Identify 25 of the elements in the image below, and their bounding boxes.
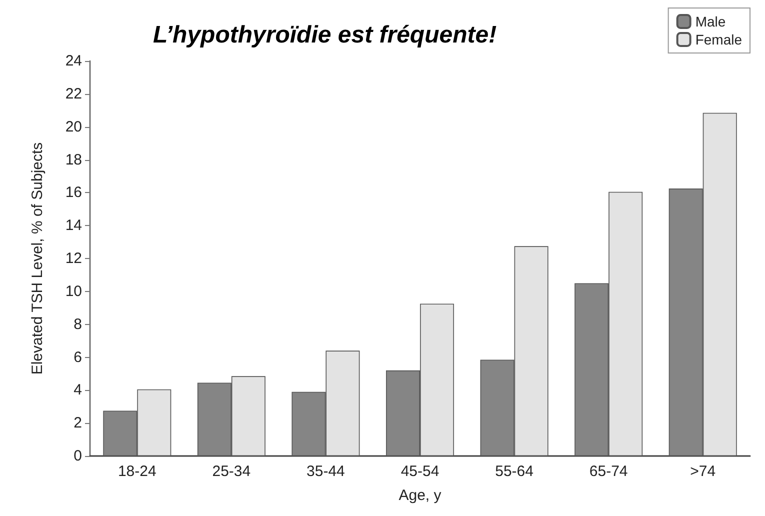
y-tick-label: 20 (65, 118, 82, 136)
y-tick-label: 16 (65, 184, 82, 202)
legend-label: Male (695, 14, 726, 30)
x-tick-label: 25-34 (212, 463, 251, 480)
y-tick-label: 12 (65, 250, 82, 267)
x-tick-label: 45-54 (400, 463, 440, 480)
y-tick-label: 4 (74, 382, 82, 399)
y-tick-label: 10 (65, 282, 82, 300)
y-tick-label: 6 (74, 348, 82, 366)
x-tick-label: 55-64 (495, 463, 534, 480)
y-axis-title: Elevated TSH Level, % of Subjects (29, 142, 46, 375)
y-tick-label: 18 (65, 151, 82, 168)
chart-title: L’hypothyroïdie est fréquente! (153, 22, 497, 48)
x-tick-label: 18-24 (118, 463, 156, 480)
x-axis-title: Age, y (398, 487, 442, 504)
legend-label: Female (695, 32, 742, 48)
y-tick-label: 2 (74, 414, 82, 432)
x-tick-label: 65-74 (589, 463, 628, 480)
y-tick-label: 22 (65, 85, 82, 102)
y-tick-label: 14 (65, 217, 82, 234)
y-tick-label: 8 (74, 316, 82, 333)
y-tick-label: 0 (74, 448, 82, 464)
y-tick-label: 24 (65, 52, 82, 70)
x-tick-label: 35-44 (306, 463, 345, 480)
x-tick-label: >74 (690, 463, 716, 480)
